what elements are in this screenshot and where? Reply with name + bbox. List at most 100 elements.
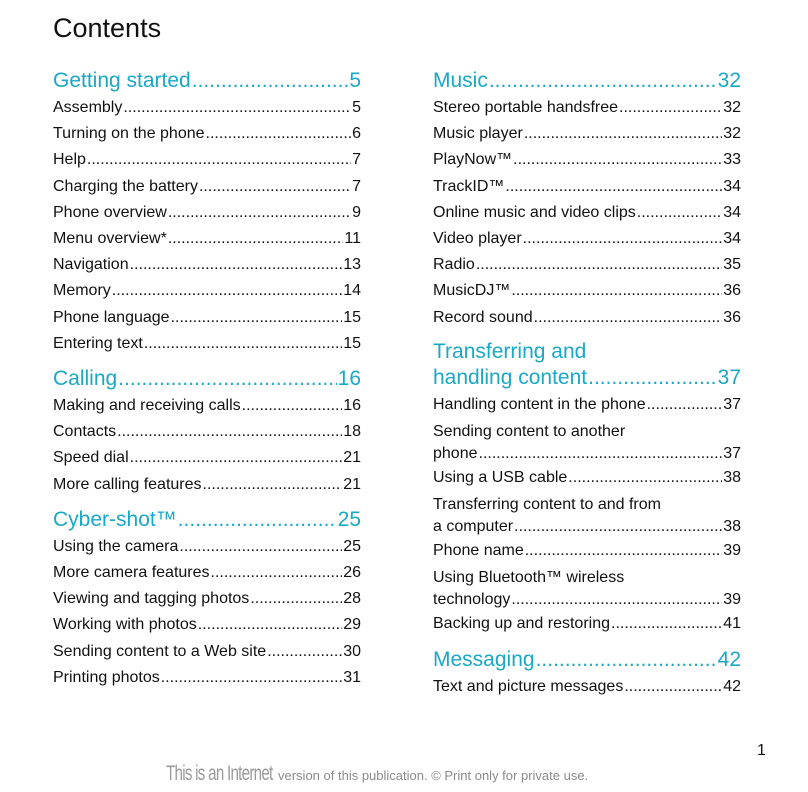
entry-title: Memory [53, 282, 111, 300]
toc-entry[interactable]: Using a USB cable 38 [433, 465, 741, 491]
toc-entry[interactable]: Contacts 18 [53, 419, 361, 445]
toc-entry[interactable]: Video player 34 [433, 226, 741, 252]
toc-entry[interactable]: More camera features 26 [53, 560, 361, 586]
footer-text: version of this publication. © Print onl… [278, 768, 589, 783]
section-title: Music [433, 69, 488, 92]
entry-page: 11 [344, 230, 361, 248]
leader-dots [514, 516, 722, 538]
leader-dots [118, 366, 336, 392]
entry-title: technology [433, 591, 511, 609]
toc-entry[interactable]: Charging the battery 7 [53, 174, 361, 200]
toc-entry[interactable]: More calling features 21 [53, 472, 361, 498]
leader-dots [536, 647, 717, 673]
entry-page: 13 [343, 256, 361, 274]
entry-page: 28 [343, 590, 361, 608]
entry-page: 29 [343, 616, 361, 634]
entry-page: 34 [723, 177, 741, 195]
toc-entry[interactable]: Backing up and restoring 41 [433, 611, 741, 637]
entry-page: 36 [723, 282, 741, 300]
entry-title: Phone overview [53, 203, 167, 221]
toc-entry[interactable]: MusicDJ™ 36 [433, 278, 741, 304]
toc-section-messaging[interactable]: Messaging 42 [433, 647, 741, 673]
entry-title-row: a computer 38 [433, 516, 741, 538]
entry-page: 9 [352, 203, 361, 221]
toc-entry[interactable]: Radio 35 [433, 252, 741, 278]
entry-page: 18 [343, 423, 361, 441]
toc-entry[interactable]: Menu overview* 11 [53, 226, 361, 252]
entry-title: Viewing and tagging photos [53, 590, 250, 608]
entry-title: phone [433, 445, 478, 463]
toc-entry[interactable]: Memory 14 [53, 278, 361, 304]
toc-entry[interactable]: Assembly 5 [53, 95, 361, 121]
toc-entry[interactable]: Record sound 36 [433, 305, 741, 331]
entry-page: 31 [343, 668, 361, 686]
leader-dots [130, 252, 343, 278]
toc-right-column: Music 32 Stereo portable handsfree 32 Mus… [433, 68, 741, 700]
leader-dots [523, 226, 723, 252]
toc-entry[interactable]: PlayNow™ 33 [433, 147, 741, 173]
entry-page: 7 [352, 151, 361, 169]
leader-dots [211, 560, 343, 586]
toc-entry[interactable]: Turning on the phone 6 [53, 121, 361, 147]
section-page: 37 [717, 365, 741, 389]
entry-page: 34 [723, 203, 741, 221]
toc-section-cyber-shot[interactable]: Cyber-shot™ 25 [53, 507, 361, 533]
leader-dots [505, 174, 722, 200]
entry-page: 35 [723, 256, 741, 274]
toc-entry[interactable]: Phone language 15 [53, 305, 361, 331]
toc-left-column: Getting started 5 Assembly 5 Turning on th… [53, 68, 361, 691]
entry-title: Online music and video clips [433, 203, 636, 221]
toc-entry[interactable]: Viewing and tagging photos 28 [53, 586, 361, 612]
leader-dots [267, 639, 342, 665]
leader-dots [511, 278, 722, 304]
toc-entry[interactable]: Phone name 39 [433, 538, 741, 564]
entry-page: 7 [352, 177, 361, 195]
entry-title: Record sound [433, 308, 533, 326]
toc-entry[interactable]: Sending content to another phone 37 [433, 421, 741, 465]
toc-section-getting-started[interactable]: Getting started 5 [53, 68, 361, 94]
toc-entry[interactable]: Music player 32 [433, 121, 741, 147]
toc-entry[interactable]: TrackID™ 34 [433, 174, 741, 200]
entry-page: 32 [723, 125, 741, 143]
leader-dots [588, 365, 717, 391]
toc-entry[interactable]: Making and receiving calls 16 [53, 393, 361, 419]
entry-title: Sending content to a Web site [53, 642, 267, 660]
leader-dots [130, 445, 343, 471]
footer-notice: This is an Internet version of this publ… [166, 762, 588, 790]
toc-entry[interactable]: Stereo portable handsfree 32 [433, 95, 741, 121]
entry-title: Charging the battery [53, 177, 198, 195]
toc-entry[interactable]: Entering text 15 [53, 331, 361, 357]
toc-entry[interactable]: Text and picture messages 42 [433, 674, 741, 700]
toc-entry[interactable]: Printing photos 31 [53, 665, 361, 691]
leader-dots [513, 147, 722, 173]
leader-dots [144, 331, 342, 357]
leader-dots [206, 121, 352, 147]
leader-dots [242, 393, 343, 419]
toc-entry[interactable]: Navigation 13 [53, 252, 361, 278]
entry-title: More camera features [53, 564, 210, 582]
entry-title: Stereo portable handsfree [433, 99, 619, 116]
toc-entry[interactable]: Using Bluetooth™ wireless technology 39 [433, 567, 741, 611]
toc-entry[interactable]: Help 7 [53, 147, 361, 173]
entry-title: Phone name [433, 542, 524, 560]
toc-entry[interactable]: Working with photos 29 [53, 612, 361, 638]
toc-entry[interactable]: Transferring content to and from a compu… [433, 494, 741, 538]
entry-title-line1: Using Bluetooth™ wireless [433, 569, 625, 587]
entry-title: Printing photos [53, 668, 160, 686]
entry-title: Using the camera [53, 537, 179, 555]
toc-section-transferring[interactable]: Transferring and handling content 37 [433, 339, 741, 391]
toc-entry[interactable]: Online music and video clips 34 [433, 200, 741, 226]
toc-entry[interactable]: Sending content to a Web site 30 [53, 639, 361, 665]
toc-entry[interactable]: Phone overview 9 [53, 200, 361, 226]
toc-section-music[interactable]: Music 32 [433, 68, 741, 94]
entry-title-row: phone 37 [433, 443, 741, 465]
toc-entry[interactable]: Using the camera 25 [53, 534, 361, 560]
entry-title: Video player [433, 230, 522, 248]
toc-section-calling[interactable]: Calling 16 [53, 366, 361, 392]
toc-entry[interactable]: Handling content in the phone 37 [433, 392, 741, 418]
toc-entry[interactable]: Speed dial 21 [53, 445, 361, 471]
entry-page: 14 [343, 282, 361, 300]
section-page: 16 [337, 367, 361, 391]
entry-page: 32 [723, 99, 741, 116]
leader-dots [479, 443, 723, 465]
